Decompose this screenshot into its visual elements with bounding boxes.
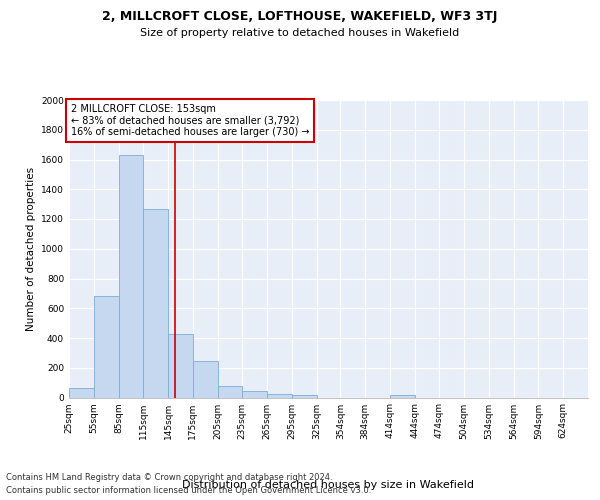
Bar [119,155,143,398]
Bar [267,394,292,398]
Text: Contains HM Land Registry data © Crown copyright and database right 2024.: Contains HM Land Registry data © Crown c… [6,472,332,482]
Bar [143,208,168,398]
Bar [218,386,242,398]
Bar [292,394,317,398]
X-axis label: Distribution of detached houses by size in Wakefield: Distribution of detached houses by size … [182,480,475,490]
Text: 2, MILLCROFT CLOSE, LOFTHOUSE, WAKEFIELD, WF3 3TJ: 2, MILLCROFT CLOSE, LOFTHOUSE, WAKEFIELD… [103,10,497,23]
Bar [168,334,193,398]
Bar [242,390,267,398]
Bar [193,360,218,398]
Bar [94,296,119,398]
Y-axis label: Number of detached properties: Number of detached properties [26,166,35,331]
Bar [69,388,94,398]
Text: Contains public sector information licensed under the Open Government Licence v3: Contains public sector information licen… [6,486,371,495]
Bar [390,395,415,398]
Text: Size of property relative to detached houses in Wakefield: Size of property relative to detached ho… [140,28,460,38]
Text: 2 MILLCROFT CLOSE: 153sqm
← 83% of detached houses are smaller (3,792)
16% of se: 2 MILLCROFT CLOSE: 153sqm ← 83% of detac… [71,104,309,137]
